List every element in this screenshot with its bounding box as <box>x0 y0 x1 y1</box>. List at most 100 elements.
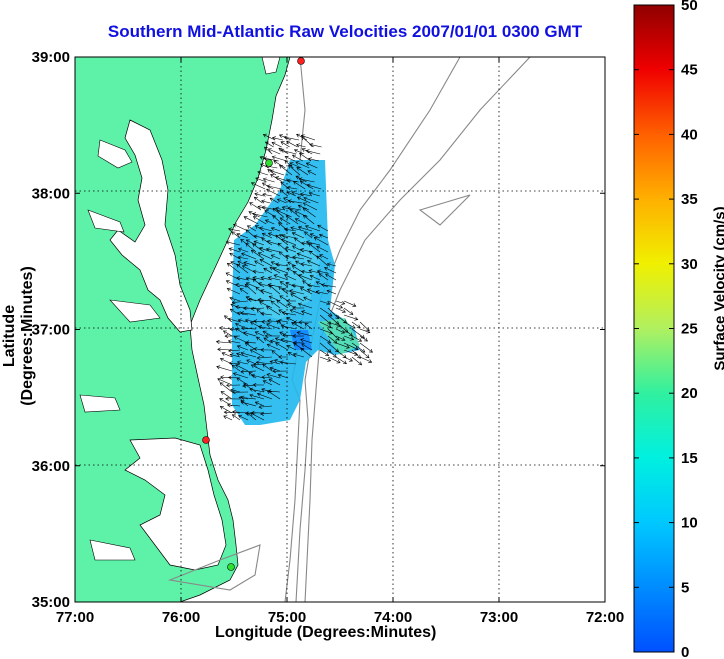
velocity-arrow <box>275 337 289 344</box>
velocity-arrow-head <box>294 218 299 222</box>
velocity-arrow <box>301 271 313 274</box>
velocity-arrow <box>231 364 241 372</box>
velocity-arrow-head <box>231 390 236 395</box>
velocity-arrow <box>261 200 271 204</box>
velocity-arrow <box>310 275 321 281</box>
velocity-arrow-head <box>241 265 246 269</box>
velocity-arrow-head <box>270 226 275 231</box>
velocity-arrow-head <box>278 309 283 314</box>
velocity-arrow <box>249 388 265 393</box>
velocity-arrow-head <box>252 216 257 220</box>
velocity-arrow-head <box>258 246 264 251</box>
velocity-arrow <box>319 254 329 260</box>
velocity-arrow <box>271 227 281 232</box>
velocity-arrow-head <box>267 232 272 237</box>
velocity-arrow <box>343 335 354 340</box>
velocity-arrow-head <box>306 183 311 188</box>
velocity-arrow <box>316 246 329 253</box>
velocity-arrow <box>282 288 297 295</box>
velocity-arrow-head <box>233 336 238 340</box>
velocity-arrow-head <box>247 297 252 302</box>
velocity-arrow <box>239 288 249 295</box>
velocity-arrow-head <box>219 382 224 387</box>
velocity-arrow-head <box>283 274 289 278</box>
velocity-arrow <box>253 216 267 225</box>
velocity-arrow-head <box>354 346 359 351</box>
velocity-arrow-head <box>327 320 332 325</box>
velocity-arrow-head <box>298 274 303 278</box>
velocity-arrow-head <box>235 328 240 332</box>
velocity-arrow <box>231 231 241 239</box>
velocity-arrow <box>250 321 265 330</box>
velocity-arrow-head <box>232 223 238 228</box>
velocity-arrow <box>254 196 263 204</box>
velocity-arrow <box>298 274 313 281</box>
velocity-arrow <box>275 263 289 267</box>
velocity-arrow-head <box>316 245 321 250</box>
velocity-arrow <box>238 415 249 421</box>
velocity-arrow-head <box>298 177 303 182</box>
velocity-arrow <box>274 274 289 281</box>
velocity-arrow <box>230 308 241 316</box>
velocity-arrow-head <box>279 295 284 300</box>
velocity-arrow <box>268 390 281 393</box>
velocity-arrow <box>335 307 346 313</box>
velocity-arrow-head <box>280 148 285 153</box>
velocity-arrow <box>300 347 313 358</box>
velocity-arrow-head <box>293 148 298 153</box>
velocity-arrow-head <box>253 346 258 352</box>
velocity-arrow <box>308 158 319 162</box>
velocity-arrow <box>298 178 315 183</box>
velocity-arrow <box>275 342 289 351</box>
velocity-arrow <box>300 180 314 190</box>
velocity-arrow-head <box>261 237 266 242</box>
velocity-arrow <box>260 163 270 169</box>
velocity-arrow <box>237 260 249 267</box>
velocity-arrow <box>280 361 297 365</box>
velocity-arrow <box>257 171 269 176</box>
velocity-arrow-head <box>327 339 332 344</box>
velocity-arrow-head <box>240 238 245 243</box>
velocity-arrow <box>255 225 265 232</box>
velocity-arrow-head <box>276 299 281 304</box>
velocity-arrow-head <box>325 273 330 278</box>
velocity-arrow-head <box>226 262 231 267</box>
velocity-arrow-head <box>273 274 278 279</box>
velocity-arrow-head <box>266 373 271 377</box>
velocity-arrow <box>290 209 300 218</box>
velocity-arrow <box>226 241 241 246</box>
velocity-arrow-head <box>318 233 323 238</box>
velocity-arrow-head <box>260 289 265 294</box>
velocity-arrow <box>335 342 350 349</box>
velocity-arrow <box>343 349 358 356</box>
map-title: Southern Mid-Atlantic Raw Velocities 200… <box>107 22 583 41</box>
velocity-arrow-head <box>249 202 254 206</box>
velocity-arrow <box>279 189 288 197</box>
velocity-arrow-head <box>259 226 264 231</box>
velocity-arrow-head <box>278 354 283 360</box>
velocity-arrow-head <box>336 359 341 364</box>
velocity-arrow <box>236 233 249 239</box>
velocity-arrow-head <box>306 259 311 264</box>
colorbar-tick-label: 45 <box>681 62 698 79</box>
velocity-arrow <box>238 397 249 400</box>
velocity-arrow <box>228 318 241 323</box>
velocity-arrow-head <box>249 349 254 353</box>
velocity-arrow-head <box>284 247 289 252</box>
velocity-arrow <box>305 225 321 232</box>
velocity-arrow-head <box>253 234 258 239</box>
velocity-arrow-head <box>280 238 285 243</box>
velocity-arrow-head <box>297 302 302 307</box>
velocity-arrow-head <box>289 309 294 313</box>
velocity-arrow-head <box>303 196 308 201</box>
velocity-arrow <box>252 213 268 218</box>
velocity-arrow <box>327 263 337 267</box>
velocity-arrow-head <box>243 383 248 387</box>
velocity-arrow-head <box>250 321 255 326</box>
velocity-arrow <box>301 263 313 267</box>
velocity-arrow <box>223 415 233 421</box>
velocity-arrow <box>263 268 273 274</box>
velocity-arrow-head <box>257 282 262 286</box>
velocity-arrow-head <box>287 199 292 204</box>
